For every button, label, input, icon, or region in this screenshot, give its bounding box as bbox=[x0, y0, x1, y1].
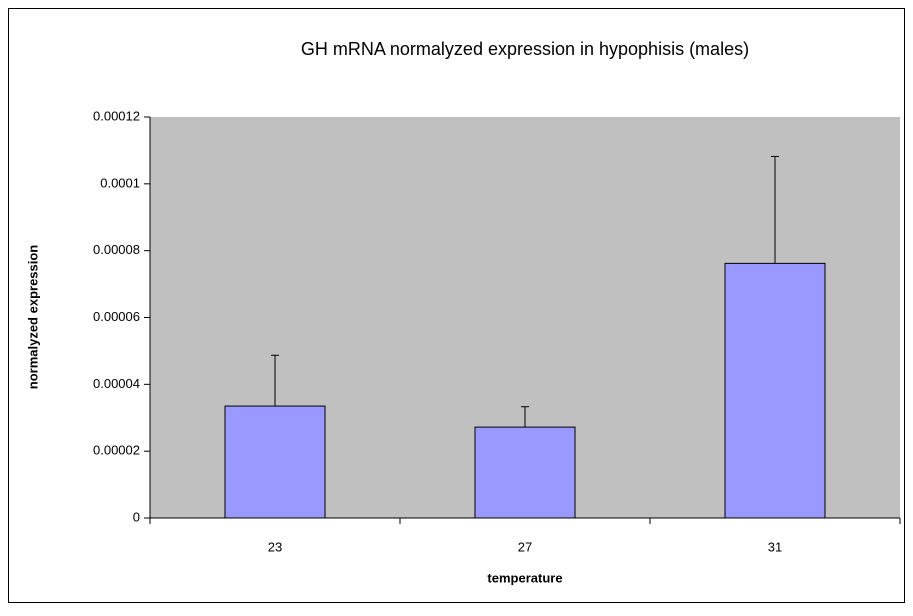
bar bbox=[724, 262, 826, 519]
bar bbox=[474, 426, 576, 519]
bar bbox=[224, 405, 326, 519]
y-tick-label: 0 bbox=[133, 509, 140, 524]
x-tick-label: 31 bbox=[768, 539, 782, 554]
y-tick-label: 0.0001 bbox=[100, 175, 140, 190]
y-tick-label: 0.00012 bbox=[93, 108, 140, 123]
y-tick-label: 0.00002 bbox=[93, 443, 140, 458]
y-tick-label: 0.00008 bbox=[93, 242, 140, 257]
y-axis-label: normalyzed expression bbox=[25, 245, 40, 390]
y-tick-label: 0.00004 bbox=[93, 376, 140, 391]
x-axis-label: temperature bbox=[487, 570, 562, 585]
chart-title: GH mRNA normalyzed expression in hypophi… bbox=[301, 39, 749, 59]
x-tick-label: 23 bbox=[268, 539, 282, 554]
y-tick-label: 0.00006 bbox=[93, 309, 140, 324]
x-tick-label: 27 bbox=[518, 539, 532, 554]
